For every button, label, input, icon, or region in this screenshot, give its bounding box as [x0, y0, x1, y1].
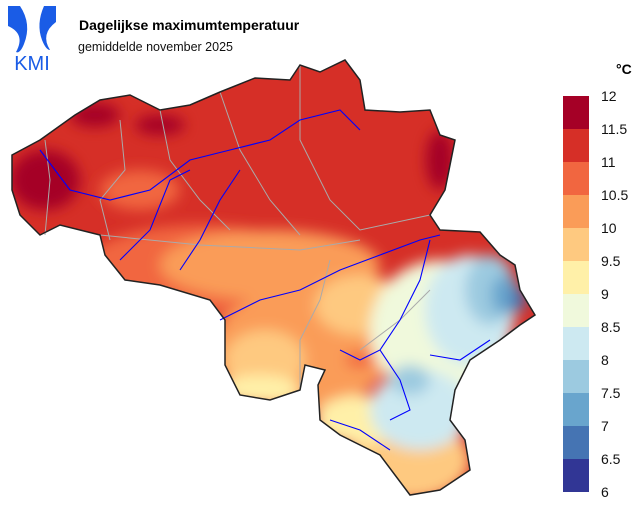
legend-bin: [563, 261, 589, 294]
legend-bin: [563, 327, 589, 360]
rivers: [39, 109, 491, 451]
legend-bin: [563, 426, 589, 459]
legend-bin: [563, 228, 589, 261]
legend-tick-label: 11.5: [601, 121, 628, 137]
legend-tick-label: 6.5: [601, 451, 621, 467]
legend-tick-label: 7: [601, 418, 609, 434]
legend-bin: [563, 96, 589, 129]
legend-unit: °C: [616, 61, 632, 77]
legend-bin: [563, 162, 589, 195]
legend-tick-label: 11: [601, 154, 616, 170]
logo-text: KMI: [14, 53, 50, 72]
legend-tick-label: 9: [601, 286, 609, 302]
color-legend: [563, 96, 589, 492]
legend-bin: [563, 459, 589, 492]
legend-tick-label: 9.5: [601, 253, 621, 269]
legend-tick-label: 10.5: [601, 187, 629, 203]
map-subtitle: gemiddelde november 2025: [78, 40, 233, 54]
legend-tick-label: 8.5: [601, 319, 621, 335]
kmi-logo: KMI: [8, 6, 56, 72]
legend-tick-label: 10: [601, 220, 617, 236]
temperature-field: [12, 60, 535, 495]
map-title: Dagelijkse maximumtemperatuur: [79, 17, 300, 33]
legend-bin: [563, 393, 589, 426]
legend-bin: [563, 360, 589, 393]
legend-tick-label: 8: [601, 352, 609, 368]
legend-bin: [563, 195, 589, 228]
legend-tick-label: 6: [601, 484, 609, 500]
legend-tick-label: 7.5: [601, 385, 621, 401]
legend-bin: [563, 129, 589, 162]
legend-tick-label: 12: [601, 88, 617, 104]
legend-bin: [563, 294, 589, 327]
